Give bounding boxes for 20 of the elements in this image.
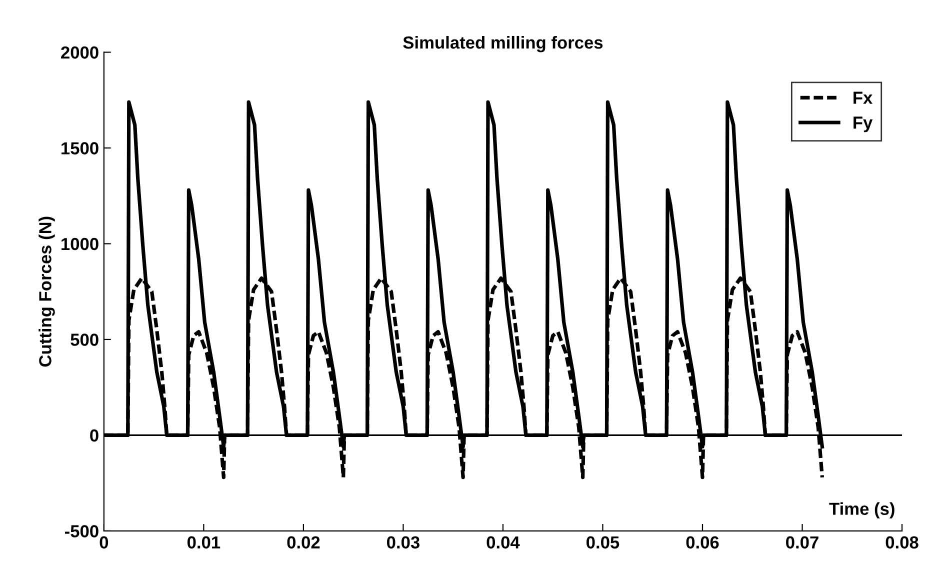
y-tick-label: 1500	[62, 142, 98, 154]
x-axis-title: Time (s)	[829, 502, 894, 518]
y-tick-label: 1000	[62, 238, 98, 250]
x-tick-label: 0.04	[486, 536, 520, 549]
legend-label: Fx	[854, 92, 873, 104]
y-tick-label: 0	[90, 429, 98, 442]
x-tick-label: 0.07	[786, 536, 818, 549]
x-tick-label: 0.08	[886, 536, 918, 549]
x-tick-label: 0.02	[287, 536, 320, 549]
y-tick-label: 2000	[61, 46, 98, 59]
x-tick-label: 0.01	[187, 536, 220, 549]
x-tick-label: 0	[100, 536, 108, 549]
x-tick-label: 0.06	[686, 536, 719, 549]
y-axis-title: Cutting Forces (N)	[38, 216, 55, 367]
y-tick-label: 500	[70, 334, 98, 346]
chart-title: Simulated milling forces	[403, 36, 603, 52]
y-tick-label: -500	[65, 525, 98, 538]
x-tick-label: 0.05	[586, 536, 620, 549]
x-tick-label: 0.03	[387, 536, 420, 549]
legend-label: Fy	[854, 116, 873, 132]
